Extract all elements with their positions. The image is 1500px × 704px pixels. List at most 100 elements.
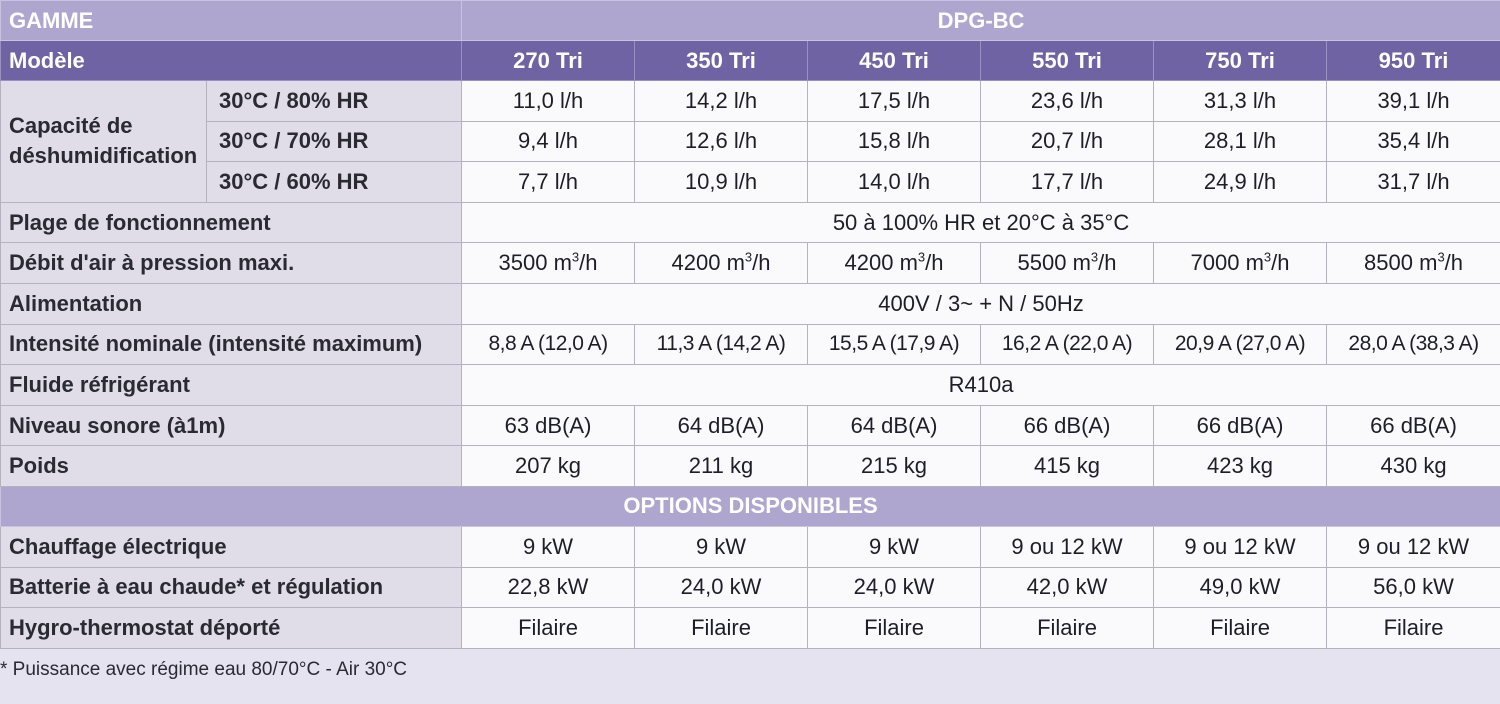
table-cell: 31,3 l/h: [1153, 80, 1328, 122]
model-header: 350 Tri: [634, 40, 809, 81]
table-cell: 9 ou 12 kW: [980, 525, 1155, 568]
table-cell: 17,7 l/h: [980, 161, 1155, 203]
table-cell: Filaire: [634, 607, 809, 649]
capacite-row: 30°C / 70% HR 9,4 l/h 12,6 l/h 15,8 l/h …: [1, 120, 1500, 163]
table-cell: Filaire: [461, 607, 636, 649]
table-cell: 9 kW: [634, 525, 809, 568]
gamme-value: DPG-BC: [461, 0, 1500, 41]
table-cell: 423 kg: [1153, 445, 1328, 487]
model-header: 550 Tri: [980, 40, 1155, 81]
table-cell: 14,2 l/h: [634, 80, 809, 122]
footnote: * Puissance avec régime eau 80/70°C - Ai…: [0, 658, 408, 680]
options-header: OPTIONS DISPONIBLES: [0, 485, 1500, 527]
modele-label: Modèle: [0, 40, 463, 81]
chauffage-row: Chauffage électrique 9 kW 9 kW 9 kW 9 ou…: [0, 525, 1500, 568]
table-cell: 11,0 l/h: [461, 80, 636, 122]
table-cell: 15,5 A (17,9 A): [807, 323, 982, 366]
table-cell: 211 kg: [634, 445, 809, 487]
row-label: Batterie à eau chaude* et régulation: [0, 566, 463, 609]
table-cell: 39,1 l/h: [1326, 80, 1500, 122]
table-cell: 11,3 A (14,2 A): [634, 323, 809, 366]
table-cell: 9 ou 12 kW: [1153, 525, 1328, 568]
table-cell: 24,9 l/h: [1153, 161, 1328, 203]
table-cell: 207 kg: [461, 445, 636, 487]
table-cell: 56,0 kW: [1326, 566, 1500, 609]
row-label: Débit d'air à pression maxi.: [0, 242, 463, 284]
table-cell: 4200 m3/h: [807, 242, 982, 284]
table-cell: 31,7 l/h: [1326, 161, 1500, 203]
table-cell: 7,7 l/h: [461, 161, 636, 203]
table-cell: 63 dB(A): [461, 404, 636, 447]
table-cell: 64 dB(A): [807, 404, 982, 447]
alimentation-row: Alimentation 400V / 3~ + N / 50Hz: [0, 282, 1500, 325]
gamme-label: GAMME: [0, 0, 463, 41]
table-cell: 28,0 A (38,3 A): [1326, 323, 1500, 366]
table-cell: Filaire: [980, 607, 1155, 649]
table-cell: 8,8 A (12,0 A): [461, 323, 636, 366]
table-cell: 5500 m3/h: [980, 242, 1155, 284]
table-cell: Filaire: [1153, 607, 1328, 649]
table-cell: 9,4 l/h: [461, 120, 636, 163]
table-cell: 66 dB(A): [980, 404, 1155, 447]
table-cell: 24,0 kW: [807, 566, 982, 609]
table-cell: 4200 m3/h: [634, 242, 809, 284]
table-cell: Filaire: [807, 607, 982, 649]
table-cell: 7000 m3/h: [1153, 242, 1328, 284]
model-header: 450 Tri: [807, 40, 982, 81]
table-cell: 415 kg: [980, 445, 1155, 487]
table-cell: 430 kg: [1326, 445, 1500, 487]
capacite-condition: 30°C / 60% HR: [205, 161, 463, 203]
table-cell: 14,0 l/h: [807, 161, 982, 203]
table-cell: 66 dB(A): [1326, 404, 1500, 447]
options-header-row: OPTIONS DISPONIBLES: [0, 485, 1500, 527]
table-cell: 42,0 kW: [980, 566, 1155, 609]
capacite-row: Capacité de déshumidification 30°C / 80%…: [0, 80, 1500, 203]
row-label: Plage de fonctionnement: [0, 201, 463, 244]
table-cell: 24,0 kW: [634, 566, 809, 609]
table-cell: R410a: [461, 364, 1500, 406]
table-cell: 28,1 l/h: [1153, 120, 1328, 163]
table-cell: 10,9 l/h: [634, 161, 809, 203]
gamme-row: GAMME DPG-BC: [0, 0, 1500, 41]
table-cell: 9 kW: [461, 525, 636, 568]
table-cell: 9 kW: [807, 525, 982, 568]
fluide-row: Fluide réfrigérant R410a: [0, 364, 1500, 406]
table-cell: 20,9 A (27,0 A): [1153, 323, 1328, 366]
model-header: 270 Tri: [461, 40, 636, 81]
plage-row: Plage de fonctionnement 50 à 100% HR et …: [0, 201, 1500, 244]
table-cell: 12,6 l/h: [634, 120, 809, 163]
capacite-row: 30°C / 60% HR 7,7 l/h 10,9 l/h 14,0 l/h …: [1, 161, 1500, 203]
table-cell: 16,2 A (22,0 A): [980, 323, 1155, 366]
table-cell: 23,6 l/h: [980, 80, 1155, 122]
table-cell: 3500 m3/h: [461, 242, 636, 284]
row-label: Chauffage électrique: [0, 525, 463, 568]
capacite-condition: 30°C / 80% HR: [205, 80, 463, 122]
table-cell: 9 ou 12 kW: [1326, 525, 1500, 568]
hygro-row: Hygro-thermostat déporté Filaire Filaire…: [0, 607, 1500, 649]
row-label: Intensité nominale (intensité maximum): [0, 323, 463, 366]
table-cell: 17,5 l/h: [807, 80, 982, 122]
intensite-row: Intensité nominale (intensité maximum) 8…: [0, 323, 1500, 366]
table-cell: 66 dB(A): [1153, 404, 1328, 447]
table-cell: 35,4 l/h: [1326, 120, 1500, 163]
row-label: Fluide réfrigérant: [0, 364, 463, 406]
table-cell: 20,7 l/h: [980, 120, 1155, 163]
table-cell: 15,8 l/h: [807, 120, 982, 163]
row-label: Alimentation: [0, 282, 463, 325]
niveau-row: Niveau sonore (à1m) 63 dB(A) 64 dB(A) 64…: [0, 404, 1500, 447]
batterie-row: Batterie à eau chaude* et régulation 22,…: [0, 566, 1500, 609]
table-cell: 64 dB(A): [634, 404, 809, 447]
table-cell: 8500 m3/h: [1326, 242, 1500, 284]
table-cell: Filaire: [1326, 607, 1500, 649]
capacite-label: Capacité de déshumidification: [0, 80, 207, 203]
poids-row: Poids 207 kg 211 kg 215 kg 415 kg 423 kg…: [0, 445, 1500, 487]
row-label: Hygro-thermostat déporté: [0, 607, 463, 649]
table-cell: 22,8 kW: [461, 566, 636, 609]
table-cell: 49,0 kW: [1153, 566, 1328, 609]
capacite-condition: 30°C / 70% HR: [205, 120, 463, 163]
model-header: 950 Tri: [1326, 40, 1500, 81]
debit-row: Débit d'air à pression maxi. 3500 m3/h 4…: [0, 242, 1500, 284]
modele-row: Modèle 270 Tri 350 Tri 450 Tri 550 Tri 7…: [0, 40, 1500, 81]
row-label: Niveau sonore (à1m): [0, 404, 463, 447]
row-label: Poids: [0, 445, 463, 487]
